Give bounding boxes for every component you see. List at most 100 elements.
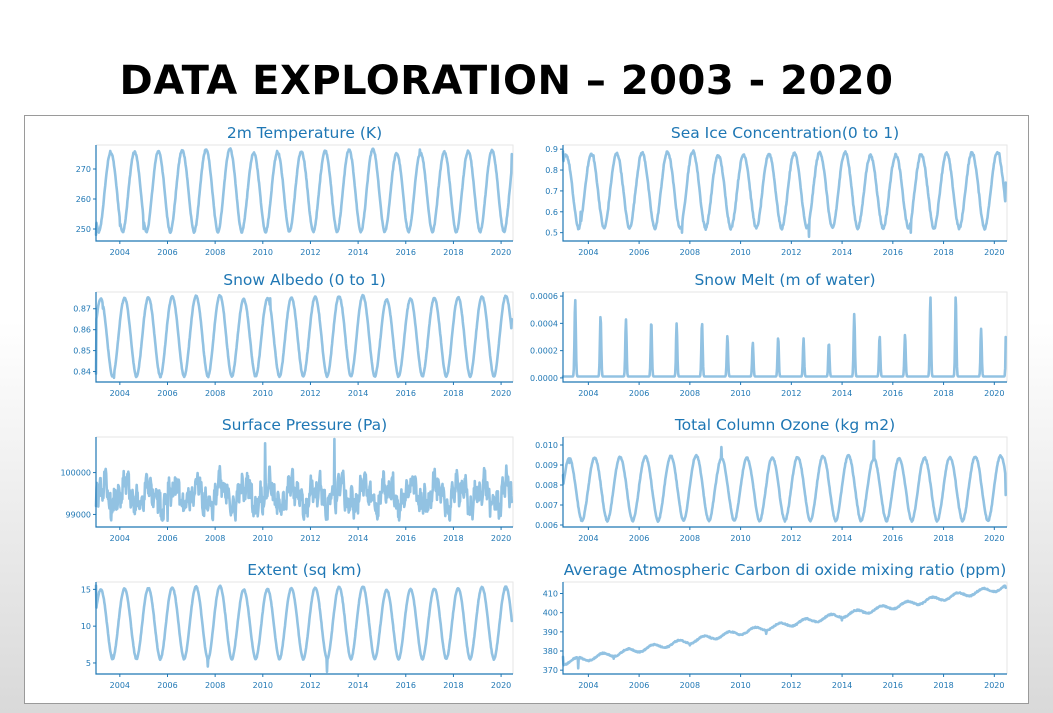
x-tick-label: 2006 <box>629 534 649 543</box>
y-tick-label: 250 <box>76 225 91 234</box>
x-tick-label: 2010 <box>730 389 750 398</box>
axis-lines <box>562 437 1007 528</box>
x-tick-label: 2006 <box>157 681 177 690</box>
x-tick-label: 2020 <box>491 389 511 398</box>
x-tick-label: 2012 <box>300 248 320 257</box>
x-tick-label: 2004 <box>578 534 598 543</box>
x-tick-label: 2014 <box>832 248 852 257</box>
plot-frame <box>96 291 514 382</box>
x-tick-label: 2012 <box>300 389 320 398</box>
x-tick-label: 2012 <box>300 534 320 543</box>
axis-lines <box>95 145 513 242</box>
chart-title: Snow Albedo (0 to 1) <box>223 271 386 289</box>
x-tick-label: 2008 <box>680 248 700 257</box>
chart-panel-5: Surface Pressure (Pa) 2004 2006 2008 2010 201… <box>60 416 514 543</box>
x-tick-label: 2012 <box>781 248 801 257</box>
x-tick-label: 2010 <box>253 681 273 690</box>
x-tick-label: 2014 <box>348 248 368 257</box>
x-tick-label: 2008 <box>680 681 700 690</box>
x-tick-label: 2010 <box>253 534 273 543</box>
x-tick-label: 2018 <box>933 248 953 257</box>
chart-title: Snow Melt (m of water) <box>694 271 875 289</box>
y-tick-label: 99000 <box>66 510 91 519</box>
data-series-line <box>561 296 1007 378</box>
x-tick-label: 2020 <box>491 681 511 690</box>
y-tick-label: 0.0004 <box>530 319 558 328</box>
plot-frame <box>563 291 1008 382</box>
y-tick-label: 410 <box>543 590 558 599</box>
x-tick-label: 2014 <box>832 389 852 398</box>
axis-lines <box>95 582 513 675</box>
y-tick-label: 0.5 <box>545 229 558 238</box>
x-tick-label: 2012 <box>781 681 801 690</box>
x-tick-label: 2016 <box>396 389 416 398</box>
x-tick-label: 2020 <box>491 534 511 543</box>
x-tick-label: 2018 <box>443 681 463 690</box>
chart-title: Extent (sq km) <box>247 561 361 579</box>
chart-panel-2: Sea Ice Concentration(0 to 1) 2004 2006 200… <box>545 124 1008 257</box>
x-tick-label: 2014 <box>348 534 368 543</box>
x-tick-label: 2020 <box>984 248 1004 257</box>
x-tick-label: 2006 <box>629 248 649 257</box>
x-tick-label: 2016 <box>883 534 903 543</box>
x-tick-label: 2014 <box>348 389 368 398</box>
plot-frame <box>96 436 514 527</box>
x-tick-label: 2016 <box>396 248 416 257</box>
chart-panel-1: 2m Temperature (K) 2004 2006 2008 2010 2012 20… <box>76 124 514 257</box>
y-tick-label: 0.6 <box>545 208 558 217</box>
x-tick-label: 2018 <box>933 681 953 690</box>
y-tick-label: 380 <box>543 647 558 656</box>
y-tick-label: 0.0000 <box>530 374 558 383</box>
y-tick-label: 390 <box>543 628 558 637</box>
data-series-line <box>561 149 1007 239</box>
x-tick-label: 2004 <box>578 248 598 257</box>
x-tick-label: 2014 <box>832 681 852 690</box>
data-series-line <box>561 584 1007 670</box>
y-tick-label: 0.0002 <box>530 347 558 356</box>
y-tick-label: 0.0006 <box>530 292 558 301</box>
chart-figure: 2m Temperature (K) 2004 2006 2008 2010 2012 20… <box>24 115 1029 704</box>
x-tick-label: 2008 <box>205 534 225 543</box>
y-tick-label: 100000 <box>60 469 91 478</box>
y-tick-label: 260 <box>76 195 91 204</box>
x-tick-label: 2010 <box>730 248 750 257</box>
x-tick-label: 2006 <box>157 248 177 257</box>
x-tick-label: 2006 <box>629 389 649 398</box>
chart-panel-8: Average Atmospheric Carbon di oxide mixi… <box>543 561 1008 690</box>
x-tick-label: 2008 <box>205 389 225 398</box>
x-tick-label: 2018 <box>933 534 953 543</box>
x-tick-label: 2016 <box>883 248 903 257</box>
plot-frame <box>96 581 514 674</box>
axis-lines <box>562 582 1007 675</box>
data-series-line <box>94 584 514 674</box>
x-tick-label: 2010 <box>253 248 273 257</box>
plot-frame <box>563 144 1008 241</box>
x-tick-label: 2008 <box>205 248 225 257</box>
y-tick-label: 0.006 <box>535 521 558 530</box>
data-series-line <box>94 147 514 237</box>
chart-title: 2m Temperature (K) <box>227 124 382 142</box>
y-tick-label: 0.86 <box>73 326 91 335</box>
x-tick-label: 2020 <box>984 389 1004 398</box>
axis-lines <box>95 437 513 528</box>
x-tick-label: 2004 <box>578 389 598 398</box>
slide-title: DATA EXPLORATION – 2003 - 2020 <box>119 58 894 104</box>
x-tick-label: 2004 <box>110 681 130 690</box>
y-tick-label: 0.87 <box>73 305 91 314</box>
x-tick-label: 2018 <box>443 534 463 543</box>
plot-frame <box>563 581 1008 674</box>
axis-lines <box>95 292 513 383</box>
x-tick-label: 2020 <box>984 681 1004 690</box>
x-tick-label: 2004 <box>110 534 130 543</box>
axis-lines <box>562 292 1007 383</box>
x-tick-label: 2008 <box>680 534 700 543</box>
x-tick-label: 2020 <box>491 248 511 257</box>
y-tick-label: 0.85 <box>73 347 91 356</box>
y-tick-label: 370 <box>543 666 558 675</box>
y-tick-label: 15 <box>81 585 91 594</box>
x-tick-label: 2014 <box>832 534 852 543</box>
y-tick-label: 0.008 <box>535 481 558 490</box>
x-tick-label: 2016 <box>883 389 903 398</box>
x-tick-label: 2016 <box>396 534 416 543</box>
x-tick-label: 2010 <box>730 681 750 690</box>
